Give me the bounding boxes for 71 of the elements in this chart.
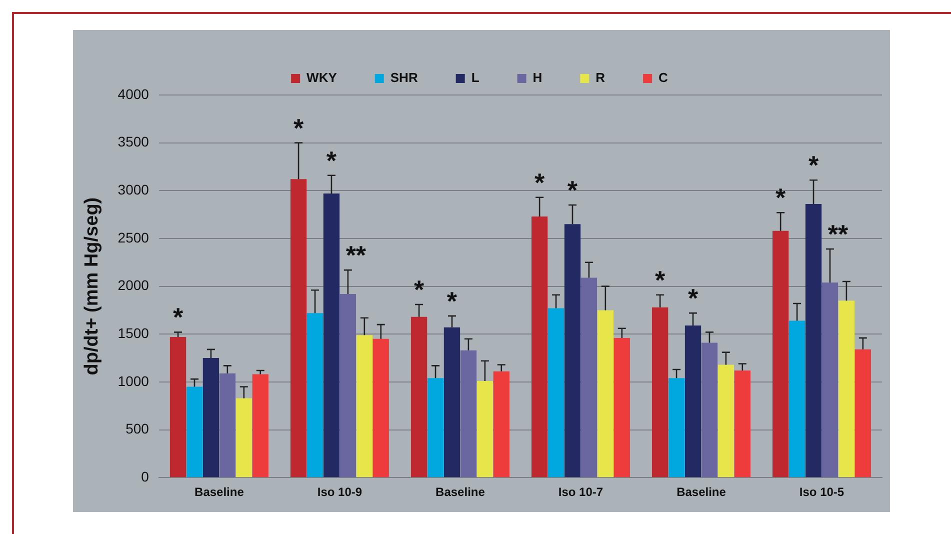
bar	[290, 179, 307, 478]
bar	[476, 380, 493, 478]
x-tick-label: Baseline	[194, 485, 244, 500]
data-label: *	[446, 286, 458, 316]
y-tick-label: 1000	[118, 372, 150, 389]
data-label: *	[414, 274, 425, 304]
data-label: **	[346, 240, 367, 270]
y-tick-label: 500	[126, 420, 150, 437]
bar	[597, 310, 614, 478]
bar	[444, 327, 460, 478]
bar	[838, 300, 855, 478]
bar	[854, 349, 871, 478]
bar	[652, 307, 668, 478]
bar	[772, 230, 789, 478]
bar	[684, 326, 702, 478]
y-tick-label: 2500	[118, 229, 150, 246]
y-tick-label: 3500	[118, 134, 150, 150]
y-tick-label: 1500	[118, 324, 150, 341]
bar	[323, 194, 340, 478]
data-label: *	[293, 112, 304, 143]
bar	[531, 216, 548, 478]
bar	[805, 204, 822, 478]
bar	[788, 320, 806, 478]
legend-label: C	[658, 70, 669, 86]
bar	[170, 336, 186, 478]
y-axis-title: dp/dt+ (mm Hg/seg)	[82, 197, 103, 376]
legend-label: WKY	[306, 70, 338, 86]
bar	[356, 335, 372, 478]
bar	[306, 313, 324, 478]
bar	[340, 294, 356, 478]
bar	[427, 378, 444, 478]
bar	[614, 338, 630, 478]
bar	[822, 282, 838, 478]
legend-label: H	[532, 70, 542, 86]
bar	[460, 350, 477, 478]
x-tick-label: Iso 10-5	[799, 485, 844, 500]
data-label: *	[326, 145, 338, 176]
data-label: *	[567, 174, 578, 205]
bar	[410, 316, 428, 478]
data-label: *	[776, 182, 787, 213]
data-label: *	[655, 264, 666, 295]
y-tick-label: 0	[141, 468, 150, 484]
data-label: *	[688, 283, 699, 314]
x-tick-label: Baseline	[436, 485, 486, 500]
y-tick-label: 4000	[118, 86, 150, 102]
data-label: *	[808, 150, 820, 180]
legend-label: L	[471, 70, 480, 86]
data-label: *	[534, 167, 546, 198]
bar	[564, 224, 581, 478]
bar	[252, 374, 268, 478]
y-tick-label: 3000	[118, 182, 150, 198]
bar	[372, 338, 389, 478]
bar	[219, 373, 236, 478]
legend-label: SHR	[390, 70, 418, 86]
bar	[236, 398, 252, 478]
bar	[734, 370, 750, 478]
data-label: *	[172, 302, 184, 332]
bar	[493, 371, 510, 478]
x-tick-label: Iso 10-9	[317, 485, 362, 500]
legend-label: R	[596, 70, 606, 86]
bar	[580, 278, 598, 478]
x-tick-label: Iso 10-7	[558, 485, 604, 500]
bar	[186, 386, 203, 478]
bar	[548, 308, 564, 478]
x-tick-label: Baseline	[676, 485, 726, 500]
y-tick-label: 2000	[118, 277, 150, 294]
bar	[202, 358, 220, 478]
bar	[701, 342, 718, 478]
bar	[668, 378, 685, 478]
data-label: **	[828, 218, 849, 249]
bar	[718, 364, 734, 478]
